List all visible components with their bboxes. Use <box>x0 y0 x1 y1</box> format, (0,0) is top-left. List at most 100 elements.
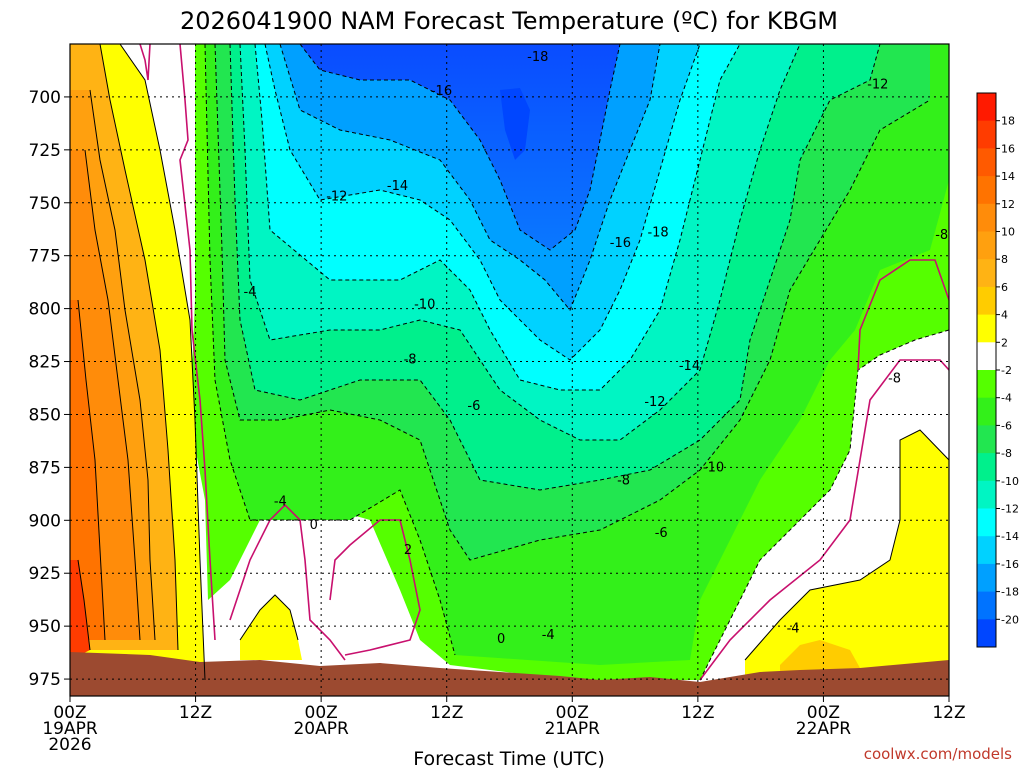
y-tick-label-950: 950 <box>29 617 61 637</box>
colorbar-label-4: 10 <box>1001 226 1015 239</box>
x-tick-label-2-2: 20APR <box>293 719 349 739</box>
contour-zero-right-upper <box>857 259 949 371</box>
contour-neg2 <box>699 329 949 681</box>
band-orange-right <box>780 640 860 672</box>
y-tick-label-875: 875 <box>29 458 61 478</box>
colorbar-swatch-10 <box>977 370 996 399</box>
contour-pos10 <box>77 299 106 641</box>
colorbar-swatch-18 <box>977 591 996 620</box>
colorbar-label-14: -12 <box>1001 503 1019 516</box>
contour-neg14 <box>264 44 701 361</box>
colorbar-swatch-4 <box>977 203 996 232</box>
colorbar-swatch-5 <box>977 231 996 260</box>
y-tick-label-975: 975 <box>29 670 61 690</box>
colorbar-swatch-3 <box>977 176 996 205</box>
y-axis: 700 725 750 775 800 825 850 875 900 925 950 975 <box>29 88 70 690</box>
colorbar-label-16: -16 <box>1001 558 1019 571</box>
colorbar-label-13: -10 <box>1001 475 1019 488</box>
contour-zero-left <box>179 44 216 641</box>
colorbar-swatch-6 <box>977 259 996 288</box>
contour-label-1: -16 <box>431 84 452 99</box>
y-tick-label-725: 725 <box>29 141 61 161</box>
y-tick-label-750: 750 <box>29 194 61 214</box>
contours-negative <box>204 44 949 681</box>
band-below-neg18 <box>300 44 620 250</box>
contour-pos12 <box>77 559 91 651</box>
contour-label-11: -8 <box>404 353 417 368</box>
colorbar-swatch-12 <box>977 425 996 454</box>
contour-pos-right <box>744 429 949 661</box>
colorbar-label-7: 4 <box>1001 309 1008 322</box>
contour-pos6 <box>89 89 156 641</box>
contour-pos4 <box>99 44 179 651</box>
colorbar-label-8: 2 <box>1001 336 1008 349</box>
band-warm-12 <box>70 300 105 640</box>
colorbar-label-18: -20 <box>1001 613 1019 626</box>
x-tick-label-0-1: 00Z <box>53 703 86 723</box>
contour-neg4 <box>204 44 456 656</box>
contour-zero-right <box>699 359 949 681</box>
colorbar-swatch-14 <box>977 480 996 509</box>
colorbar-label-1: 16 <box>1001 142 1015 155</box>
contour-label-7: -8 <box>935 228 948 243</box>
y-tick-label-900: 900 <box>29 511 61 531</box>
colorbar-swatch-1 <box>977 120 996 149</box>
x-tick-label-1-1: 12Z <box>179 703 212 723</box>
colorbar-swatch-11 <box>977 397 996 426</box>
contour-label-5: -18 <box>647 226 668 241</box>
colorbar-label-3: 12 <box>1001 198 1015 211</box>
y-tick-label-775: 775 <box>29 247 61 267</box>
contour-label-6: -16 <box>610 236 631 251</box>
x-tick-label-5-1: 12Z <box>681 703 714 723</box>
colorbar-swatch-7 <box>977 286 996 316</box>
x-tick-label-6-2: 22APR <box>796 719 852 739</box>
contour-label-18: -4 <box>274 494 287 509</box>
colorbar-label-11: -6 <box>1001 419 1012 432</box>
y-tick-label-800: 800 <box>29 300 61 320</box>
colorbar-label-9: -2 <box>1001 364 1012 377</box>
contour-labels: -18-16-12-14-12-18-16-8-4-2-10-8-14-8-12… <box>244 50 949 647</box>
y-tick-label-925: 925 <box>29 564 61 584</box>
colorbar-swatch-16 <box>977 536 996 565</box>
colorbar-label-0: 18 <box>1001 115 1015 128</box>
contour-label-17: -8 <box>617 473 630 488</box>
contour-label-12: -14 <box>679 359 700 374</box>
contour-label-15: -6 <box>467 399 480 414</box>
contour-neg18 <box>299 44 621 251</box>
contour-label-22: 2 <box>404 543 412 558</box>
contour-label-21: -6 <box>655 526 668 541</box>
colorbar-swatch-9 <box>977 342 996 371</box>
x-tick-label-7-1: 12Z <box>932 703 965 723</box>
x-tick-label-3-1: 12Z <box>430 703 463 723</box>
contour-label-13: -8 <box>888 372 901 387</box>
colorbar-swatch-19 <box>977 619 996 648</box>
colorbar-swatch-13 <box>977 453 996 482</box>
contour-neg12 <box>254 44 741 391</box>
colorbar-swatch-2 <box>977 148 996 177</box>
contour-label-4: -12 <box>326 190 347 205</box>
grid-lines <box>70 44 949 696</box>
colorbar-swatch-15 <box>977 508 996 537</box>
contour-pos8 <box>84 149 141 641</box>
colorbar-label-15: -14 <box>1001 530 1019 543</box>
contour-label-23: -4 <box>787 621 800 636</box>
band-warm-14 <box>70 560 90 660</box>
temperature-field <box>70 44 949 696</box>
contour-neg8 <box>229 44 881 491</box>
x-axis-title: Forecast Time (UTC) <box>413 748 604 768</box>
colorbar-label-10: -4 <box>1001 392 1012 405</box>
contour-zero-center <box>329 519 421 656</box>
x-tick-label-0-3: 2026 <box>48 735 91 755</box>
contour-label-2: -12 <box>867 77 888 92</box>
contour-label-3: -14 <box>387 179 408 194</box>
x-tick-label-2-1: 00Z <box>305 703 338 723</box>
contour-label-24: -4 <box>542 628 555 643</box>
colorbar-label-6: 6 <box>1001 281 1008 294</box>
contours-positive <box>77 44 949 681</box>
ground-terrain <box>70 652 949 696</box>
colorbar-label-17: -18 <box>1001 586 1019 599</box>
colorbar-label-2: 14 <box>1001 170 1015 183</box>
plot-frame <box>69 43 950 697</box>
band-core-neg20 <box>500 88 530 160</box>
